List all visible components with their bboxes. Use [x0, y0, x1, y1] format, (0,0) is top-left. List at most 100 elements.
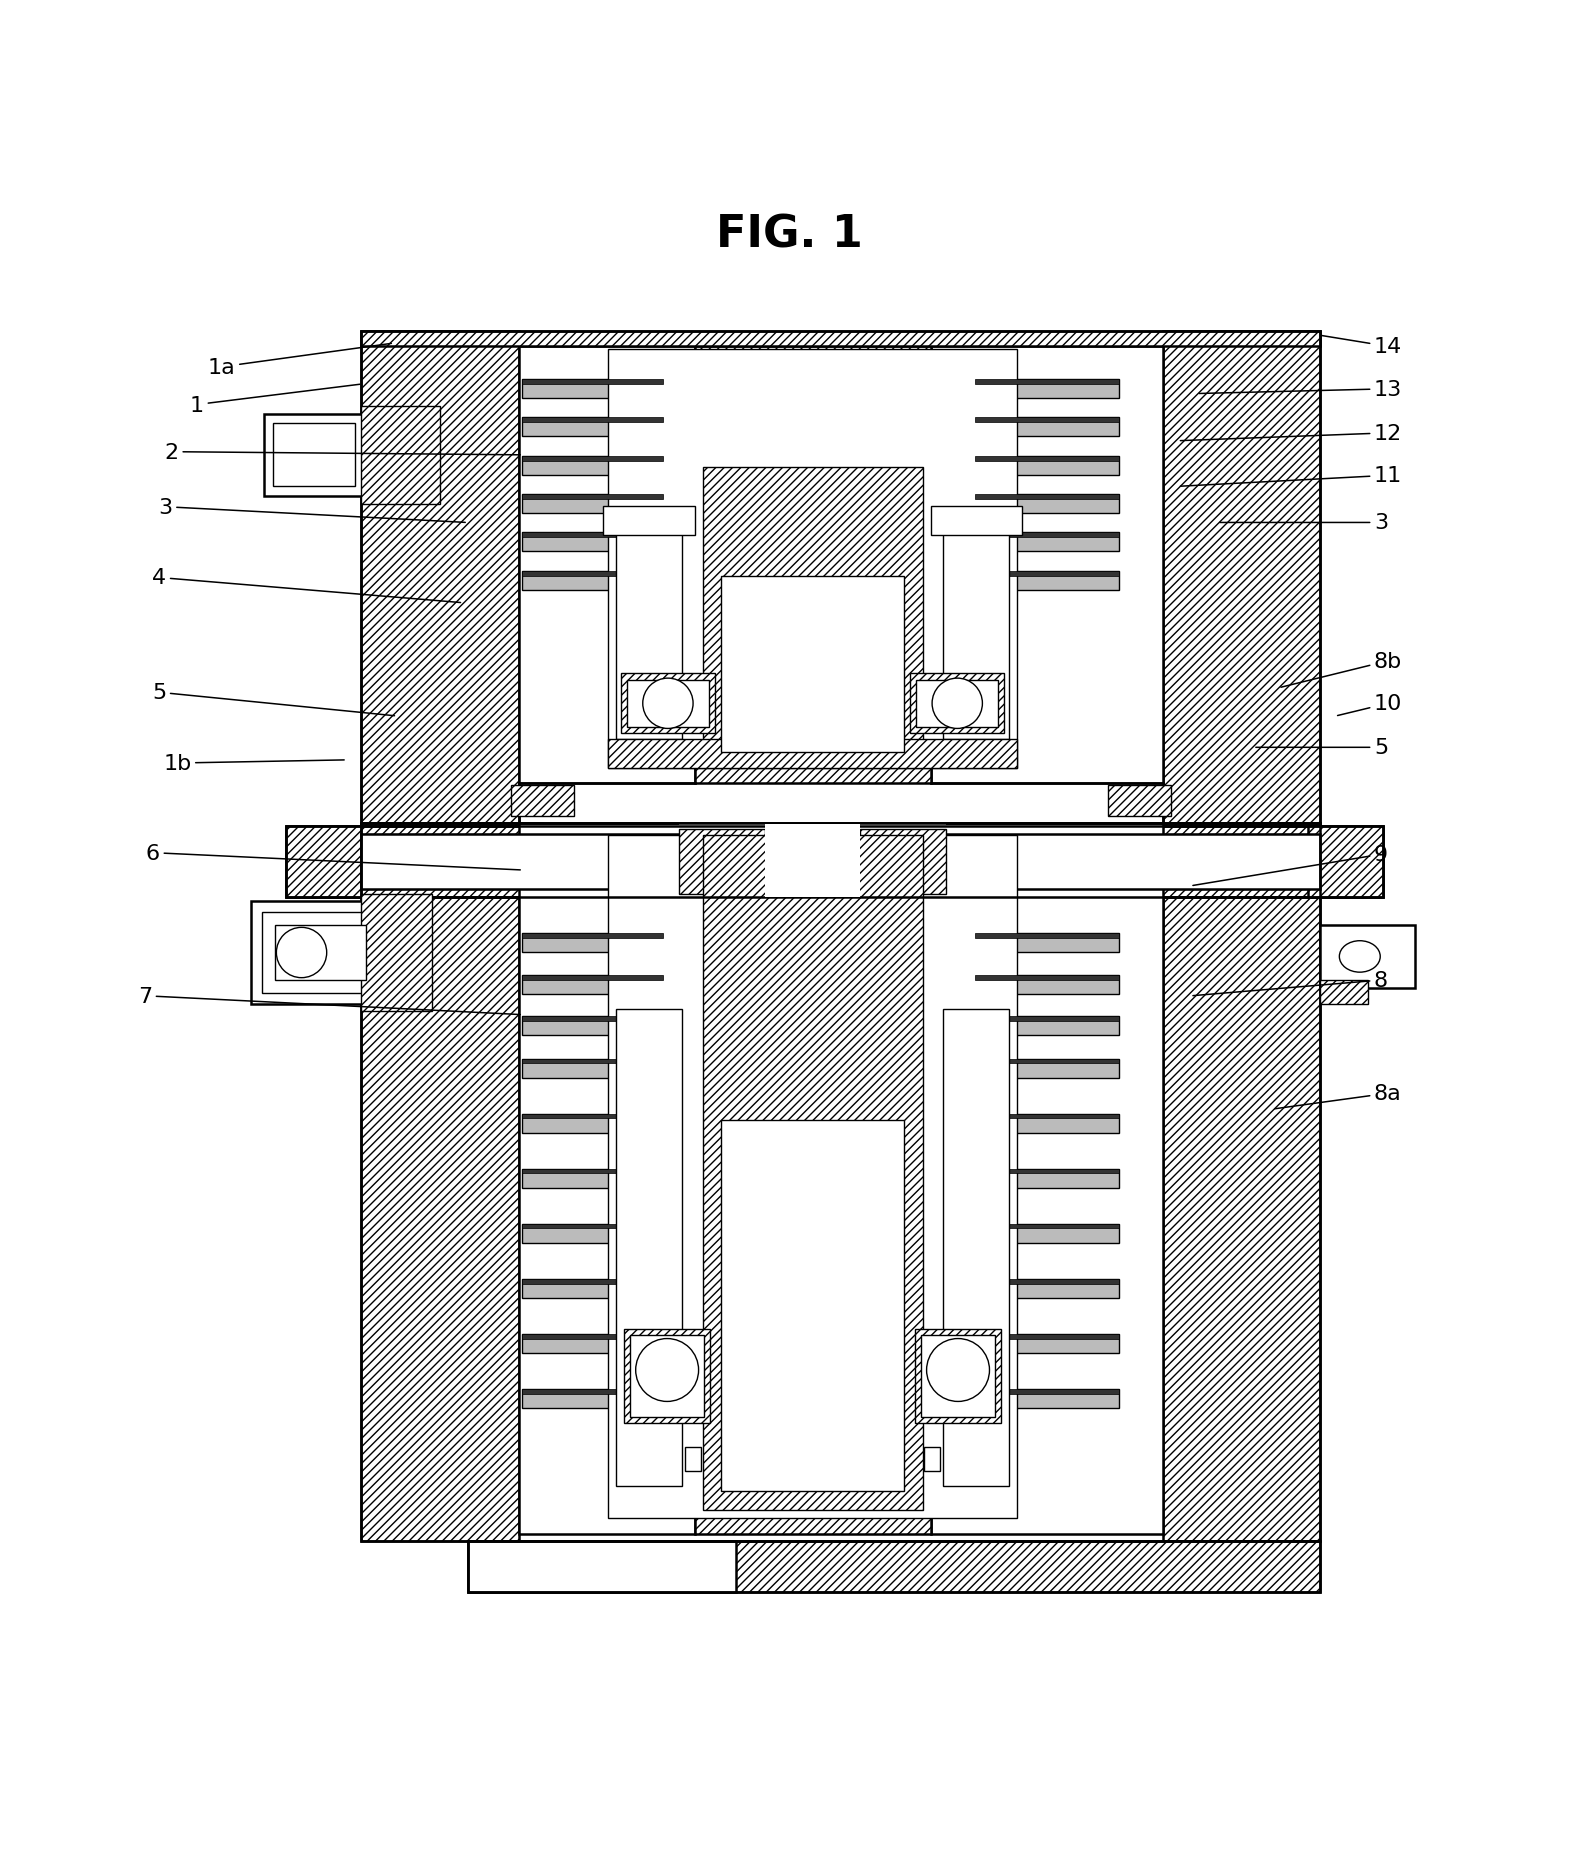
Bar: [685, 1448, 701, 1470]
Bar: [522, 1169, 663, 1174]
Bar: [361, 332, 1321, 347]
Circle shape: [636, 1339, 699, 1401]
Bar: [975, 1114, 1119, 1133]
Bar: [264, 414, 377, 496]
Bar: [975, 1390, 1119, 1394]
Bar: [361, 824, 543, 863]
Bar: [694, 347, 931, 785]
Bar: [679, 824, 947, 897]
Bar: [522, 933, 663, 951]
Bar: [944, 1010, 1010, 1487]
Bar: [975, 494, 1119, 500]
Bar: [522, 933, 663, 938]
Bar: [603, 508, 694, 536]
Bar: [975, 457, 1119, 463]
Bar: [721, 1120, 904, 1491]
Bar: [975, 532, 1119, 551]
Bar: [361, 893, 432, 1011]
Bar: [975, 1390, 1119, 1408]
Bar: [975, 976, 1119, 995]
Bar: [522, 1058, 663, 1079]
Bar: [1163, 824, 1321, 1541]
Text: 4: 4: [151, 568, 461, 603]
Bar: [685, 701, 701, 725]
Bar: [975, 1169, 1119, 1174]
Text: 9: 9: [1193, 845, 1389, 886]
Bar: [975, 1334, 1119, 1339]
Bar: [975, 1225, 1119, 1229]
Bar: [273, 423, 355, 487]
Bar: [262, 912, 380, 993]
Text: 8b: 8b: [1281, 652, 1403, 687]
Bar: [522, 1169, 663, 1187]
Text: 8a: 8a: [1275, 1084, 1401, 1109]
Bar: [975, 1017, 1119, 1036]
Bar: [931, 508, 1021, 536]
Bar: [975, 494, 1119, 513]
Bar: [925, 1448, 940, 1470]
Bar: [522, 1279, 663, 1283]
Bar: [702, 835, 923, 1510]
Bar: [522, 494, 663, 513]
Bar: [608, 740, 1016, 768]
Bar: [915, 1330, 1002, 1423]
Circle shape: [926, 1339, 989, 1401]
Bar: [911, 674, 1005, 734]
Bar: [620, 674, 715, 734]
Bar: [931, 824, 1163, 1534]
Text: 3: 3: [1220, 513, 1389, 534]
Bar: [630, 1335, 704, 1418]
Bar: [1321, 925, 1415, 989]
Bar: [522, 1017, 663, 1021]
Bar: [522, 571, 663, 577]
Bar: [975, 1334, 1119, 1352]
Bar: [522, 1334, 663, 1339]
Text: 1a: 1a: [208, 345, 391, 378]
Bar: [975, 1058, 1119, 1079]
Bar: [361, 824, 519, 1541]
Bar: [975, 532, 1119, 538]
Text: 5: 5: [151, 684, 394, 715]
Bar: [608, 350, 1016, 768]
Text: 2: 2: [164, 442, 521, 463]
Bar: [623, 1330, 710, 1423]
Bar: [626, 680, 709, 727]
Bar: [469, 1541, 735, 1592]
Bar: [975, 380, 1119, 399]
Bar: [522, 457, 663, 476]
Bar: [286, 826, 361, 897]
Bar: [975, 418, 1119, 436]
Bar: [519, 347, 694, 785]
Text: 13: 13: [1199, 380, 1403, 399]
Text: FIG. 1: FIG. 1: [715, 214, 863, 257]
Bar: [608, 835, 1016, 1517]
Bar: [615, 1010, 682, 1487]
Text: 7: 7: [137, 987, 521, 1015]
Bar: [522, 418, 663, 436]
Bar: [694, 824, 931, 1534]
Bar: [1108, 785, 1171, 817]
Bar: [1308, 826, 1384, 897]
Bar: [361, 833, 1321, 890]
Bar: [522, 1017, 663, 1036]
Bar: [702, 468, 923, 760]
Bar: [251, 903, 401, 1004]
Bar: [522, 532, 663, 551]
Circle shape: [276, 927, 327, 978]
Bar: [975, 933, 1119, 938]
Bar: [522, 494, 663, 500]
Bar: [765, 824, 860, 897]
Bar: [522, 1390, 663, 1408]
Bar: [860, 830, 947, 893]
Bar: [922, 1335, 996, 1418]
Bar: [522, 1058, 663, 1064]
Bar: [522, 380, 663, 399]
Bar: [522, 532, 663, 538]
Bar: [975, 380, 1119, 384]
Bar: [522, 976, 663, 980]
Bar: [522, 1279, 663, 1298]
Bar: [275, 925, 366, 980]
Bar: [286, 826, 1384, 897]
Text: 6: 6: [145, 843, 521, 871]
Text: 14: 14: [1322, 337, 1403, 358]
